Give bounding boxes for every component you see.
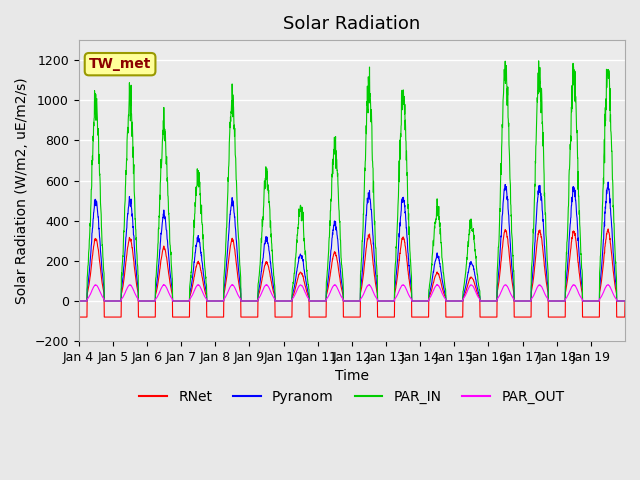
Pyranom	[516, 298, 524, 304]
Pyranom	[75, 298, 83, 304]
RNet	[247, 314, 255, 320]
X-axis label: Time: Time	[335, 370, 369, 384]
Pyranom	[614, 298, 621, 304]
PAR_OUT	[621, 298, 629, 304]
Pyranom	[129, 224, 137, 229]
RNet	[516, 314, 524, 320]
PAR_OUT	[75, 298, 83, 304]
Pyranom	[247, 298, 255, 304]
PAR_OUT	[433, 282, 441, 288]
PAR_IN	[516, 298, 524, 304]
Line: RNet: RNet	[79, 229, 625, 317]
RNet	[547, 314, 555, 320]
PAR_IN	[621, 298, 629, 304]
PAR_IN	[547, 298, 555, 304]
PAR_OUT	[247, 298, 255, 304]
PAR_IN	[385, 298, 392, 304]
Line: PAR_IN: PAR_IN	[79, 61, 625, 301]
PAR_IN	[247, 298, 255, 304]
PAR_IN	[614, 298, 621, 304]
Pyranom	[621, 298, 629, 304]
Legend: RNet, Pyranom, PAR_IN, PAR_OUT: RNet, Pyranom, PAR_IN, PAR_OUT	[134, 384, 570, 409]
Line: PAR_OUT: PAR_OUT	[79, 285, 625, 301]
Line: Pyranom: Pyranom	[79, 182, 625, 301]
PAR_OUT	[385, 298, 392, 304]
Text: TW_met: TW_met	[89, 57, 151, 71]
RNet	[614, 314, 621, 320]
Title: Solar Radiation: Solar Radiation	[284, 15, 420, 33]
PAR_IN	[535, 58, 543, 64]
RNet	[129, 252, 137, 258]
Pyranom	[547, 298, 555, 304]
PAR_OUT	[129, 287, 137, 292]
PAR_OUT	[547, 298, 555, 304]
Pyranom	[385, 298, 392, 304]
RNet	[385, 314, 392, 320]
PAR_IN	[129, 144, 137, 150]
Pyranom	[604, 179, 612, 185]
PAR_OUT	[516, 298, 524, 304]
RNet	[604, 226, 612, 232]
RNet	[621, 298, 629, 304]
RNet	[75, 314, 83, 320]
PAR_OUT	[614, 298, 621, 304]
PAR_IN	[75, 298, 83, 304]
Y-axis label: Solar Radiation (W/m2, uE/m2/s): Solar Radiation (W/m2, uE/m2/s)	[15, 77, 29, 304]
